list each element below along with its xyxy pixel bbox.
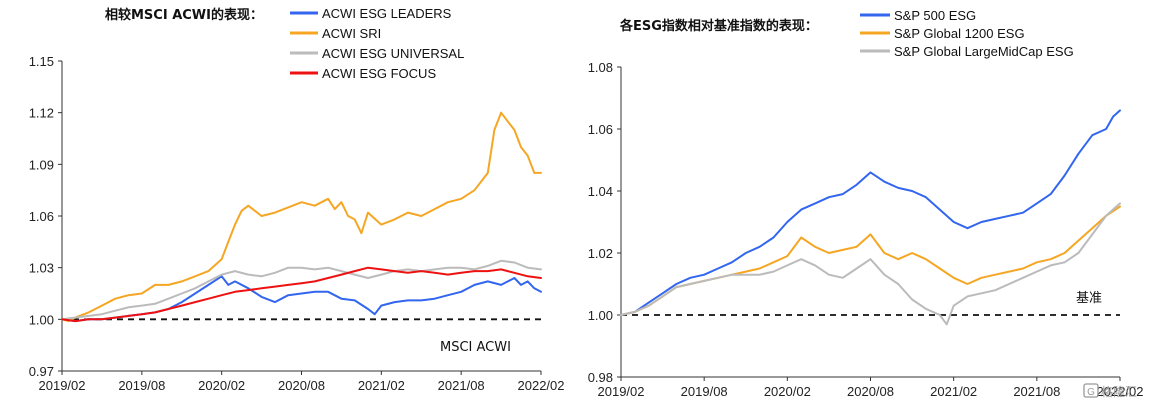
baseline-label: 基准 xyxy=(1076,291,1102,306)
x-tick-label: 2020/08 xyxy=(278,378,325,393)
series-line-acwi-esg-universal xyxy=(61,259,542,321)
x-tick-label: 2019/02 xyxy=(39,378,86,393)
y-tick-label: 1.06 xyxy=(588,122,613,137)
series-line-s-p-global-1200-esg xyxy=(620,205,1121,316)
legend-label: ACWI SRI xyxy=(322,26,381,41)
y-tick-label: 1.09 xyxy=(29,157,54,172)
y-tick-label: 1.12 xyxy=(29,106,54,121)
chart-title: 各ESG指数相对基准指数的表现： xyxy=(619,18,818,34)
chart-esg-vs-benchmark: 各ESG指数相对基准指数的表现： 0.98 1.00 1.02 1.04 1.06 1.08… xyxy=(588,8,1144,399)
legend-label: S&P Global LargeMidCap ESG xyxy=(894,44,1074,59)
x-tick-label: 2022/02 xyxy=(518,378,565,393)
x-tick-label: 2020/02 xyxy=(198,378,245,393)
y-tick-label: 1.06 xyxy=(29,209,54,224)
x-tick-label: 2020/08 xyxy=(847,384,894,399)
series-line-acwi-sri xyxy=(61,111,542,323)
legend-label: ACWI ESG UNIVERSAL xyxy=(322,46,464,61)
baseline-label: MSCI ACWI xyxy=(440,340,511,355)
x-tick-label: 2019/02 xyxy=(598,384,645,399)
y-tick-label: 1.00 xyxy=(29,312,54,327)
legend-label: ACWI ESG FOCUS xyxy=(322,66,436,81)
x-tick-label: 2021/02 xyxy=(358,378,405,393)
x-tick-label: 2022/02 xyxy=(1097,384,1144,399)
x-tick-label: 2019/08 xyxy=(118,378,165,393)
y-tick-label: 0.97 xyxy=(29,364,54,379)
series-line-s-p-global-largemidcap-esg xyxy=(620,202,1121,326)
x-tick-label: 2021/08 xyxy=(438,378,485,393)
series-line-s-p-500-esg xyxy=(620,109,1121,316)
chart-title: 相较MSCI ACWI的表现： xyxy=(105,7,263,23)
y-tick-label: 0.98 xyxy=(588,370,613,385)
y-tick-label: 1.04 xyxy=(588,184,613,199)
chart-msci-acwi-relative: 相较MSCI ACWI的表现： 0.97 1.00 1.03 1.06 1.09 1.12 1… xyxy=(29,6,565,393)
y-tick-label: 1.00 xyxy=(588,308,613,323)
watermark: G 格隆汇 xyxy=(1083,383,1137,399)
x-tick-label: 2021/08 xyxy=(1013,384,1060,399)
watermark-logo-letter: G xyxy=(1087,387,1095,398)
watermark-text: 格隆汇 xyxy=(1101,384,1137,399)
x-tick-label: 2020/02 xyxy=(764,384,811,399)
y-tick-label: 1.15 xyxy=(29,54,54,69)
legend-label: ACWI ESG LEADERS xyxy=(322,6,452,21)
series-line-acwi-esg-focus xyxy=(61,266,542,323)
y-tick-label: 1.02 xyxy=(588,246,613,261)
y-tick-label: 1.03 xyxy=(29,261,54,276)
x-tick-label: 2021/02 xyxy=(930,384,977,399)
watermark-logo-icon xyxy=(1083,383,1099,398)
x-tick-label: 2019/08 xyxy=(681,384,728,399)
legend-label: S&P Global 1200 ESG xyxy=(894,26,1025,41)
legend-label: S&P 500 ESG xyxy=(894,8,976,23)
y-tick-label: 1.08 xyxy=(588,60,613,75)
